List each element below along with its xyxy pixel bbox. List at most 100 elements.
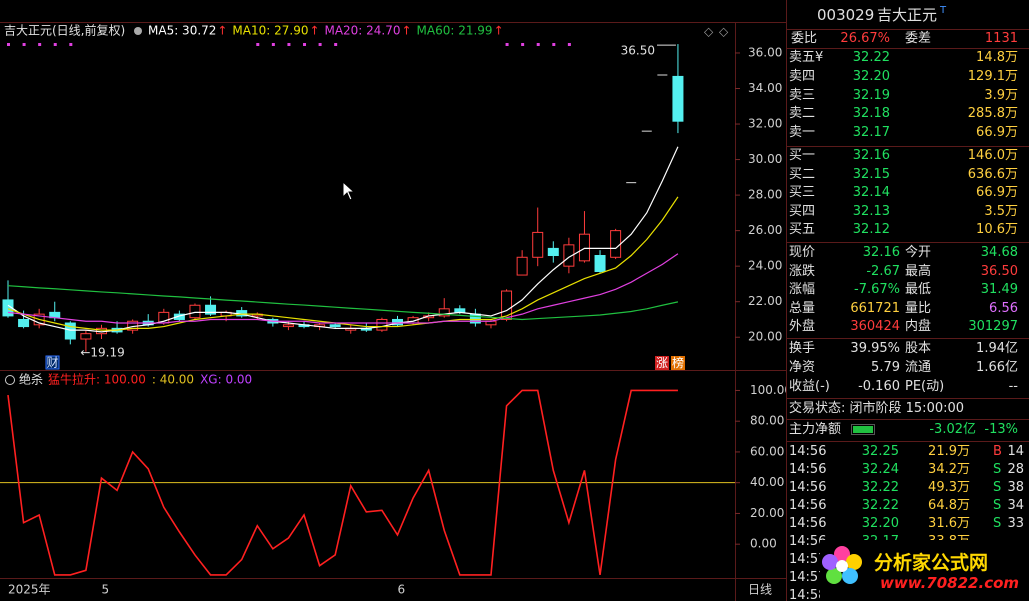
candle-body [610, 230, 622, 258]
trade-count: 14 [1007, 444, 1024, 459]
marker-dot [505, 43, 509, 46]
y-tick-label: 32.00 [748, 117, 782, 131]
x-tick-label: 2025年 [8, 583, 51, 597]
icon[interactable]: ◇ [704, 25, 714, 39]
badge-box [45, 355, 60, 370]
trade-side: S [993, 516, 1002, 531]
ma-line [7, 196, 679, 331]
book-label: 卖三 [789, 87, 816, 103]
icon[interactable]: ◇ [719, 25, 729, 39]
book-price: 32.18 [852, 106, 890, 122]
flow-pct: -13% [984, 422, 1018, 437]
trade-side: S [993, 480, 1002, 495]
trade-time: 14:57 [789, 570, 827, 585]
trade-price: 32.22 [861, 498, 899, 513]
book-price: 32.17 [852, 125, 890, 141]
ma-legend: MA20: 24.70 [324, 24, 400, 38]
trade-price: 32.20 [861, 516, 899, 531]
candle-body [532, 231, 544, 258]
candle-body [578, 233, 590, 262]
stat-label: 最低 [905, 282, 932, 297]
stat-value: -2.67 [866, 263, 900, 279]
y-tick-label: 0.00 [750, 537, 777, 551]
trade-time: 14:56 [789, 534, 827, 549]
candle-body [501, 290, 513, 320]
ma-legend: MA60: 21.99 [417, 24, 493, 38]
candle-body [173, 313, 185, 320]
ma-legend: MA5: 30.72 [148, 24, 216, 38]
y-tick-label: 22.00 [748, 294, 782, 308]
stat-label: 内盘 [905, 319, 932, 334]
book-volume: 285.8万 [967, 106, 1018, 122]
stat-label: 外盘 [789, 319, 816, 334]
cursor [342, 180, 356, 201]
trade-volume: 49.3万 [928, 480, 970, 495]
marker-dot [22, 43, 26, 46]
marker-dot [552, 43, 556, 46]
quote-panel: 003029 吉大正元 T 委比 26.67% 委差 1131 卖五¥ 32.22 14.8万 卖四… [786, 0, 1029, 601]
trade-side: S [993, 462, 1002, 477]
marker-dot [271, 43, 275, 46]
trade-volume: 34.2万 [928, 462, 970, 477]
marker-dot [318, 43, 322, 46]
book-price: 32.14 [852, 185, 890, 201]
marker-dot [38, 43, 42, 46]
watermark: 分析家公式网 www.70822.com [820, 540, 1027, 600]
book-volume: 129.1万 [967, 68, 1018, 84]
marker-dot [567, 43, 571, 46]
book-label: 买一 [789, 148, 816, 163]
stat-value: -7.67% [854, 282, 900, 297]
trade-time: 14:56 [789, 444, 827, 459]
marker-dot [7, 43, 10, 46]
stat-value: 661721 [850, 300, 900, 316]
stat-label: 涨跌 [789, 263, 816, 279]
trade-count: 38 [1007, 480, 1024, 495]
stat-value: 360424 [850, 319, 900, 334]
marker-dot [287, 43, 291, 46]
stat-label: 今开 [905, 245, 932, 260]
logo-flower [822, 546, 862, 584]
separator [787, 48, 1029, 49]
candle-body [80, 333, 92, 340]
book-label: 买四 [789, 203, 816, 219]
ma-legend: MA10: 27.90 [232, 24, 308, 38]
trend-arrow: ↑ [309, 24, 319, 38]
stock-name: 吉大正元 [877, 6, 938, 24]
book-label: 买五 [789, 222, 816, 238]
book-volume: 14.8万 [976, 50, 1018, 65]
y-tick-label: 26.00 [748, 223, 782, 237]
y-tick-label: 24.00 [748, 259, 782, 273]
y-tick-label: 100.00 [750, 383, 786, 397]
trade-time: 14:56 [789, 516, 827, 531]
x-tick-label: 5 [101, 583, 109, 597]
candle-body [205, 304, 217, 315]
trend-arrow: ↑ [494, 24, 504, 38]
y-tick-label: 28.00 [748, 188, 782, 202]
high-label: 36.50 [621, 44, 655, 58]
flow-label: 主力净额 [789, 422, 842, 437]
trade-time: 14:56 [789, 498, 827, 513]
candle-body [2, 299, 14, 317]
book-volume: 3.9万 [984, 87, 1018, 103]
stat-value: 36.50 [980, 263, 1018, 279]
trade-count: 34 [1007, 498, 1024, 513]
stat-value: 32.16 [862, 245, 900, 260]
separator [787, 441, 1029, 442]
icon[interactable] [5, 375, 15, 385]
trade-price: 32.24 [861, 462, 899, 477]
stat-label: 流通 [905, 360, 932, 375]
period-label: 日线 [748, 583, 772, 597]
book-label: 买三 [789, 185, 816, 201]
candle-body [547, 247, 559, 257]
trade-volume: 31.6万 [928, 516, 970, 531]
trade-volume: 64.8万 [928, 498, 970, 513]
candle-body [563, 244, 575, 267]
trade-price: 32.22 [861, 480, 899, 495]
separator [787, 242, 1029, 243]
stock-title: 003029 [817, 6, 875, 24]
indicator-name: 绝杀 [19, 372, 43, 387]
stat-value: 1.66亿 [976, 360, 1018, 375]
indicator-legend: 猛牛拉升: 100.00 [48, 372, 146, 387]
stat-value: -0.160 [858, 379, 900, 394]
